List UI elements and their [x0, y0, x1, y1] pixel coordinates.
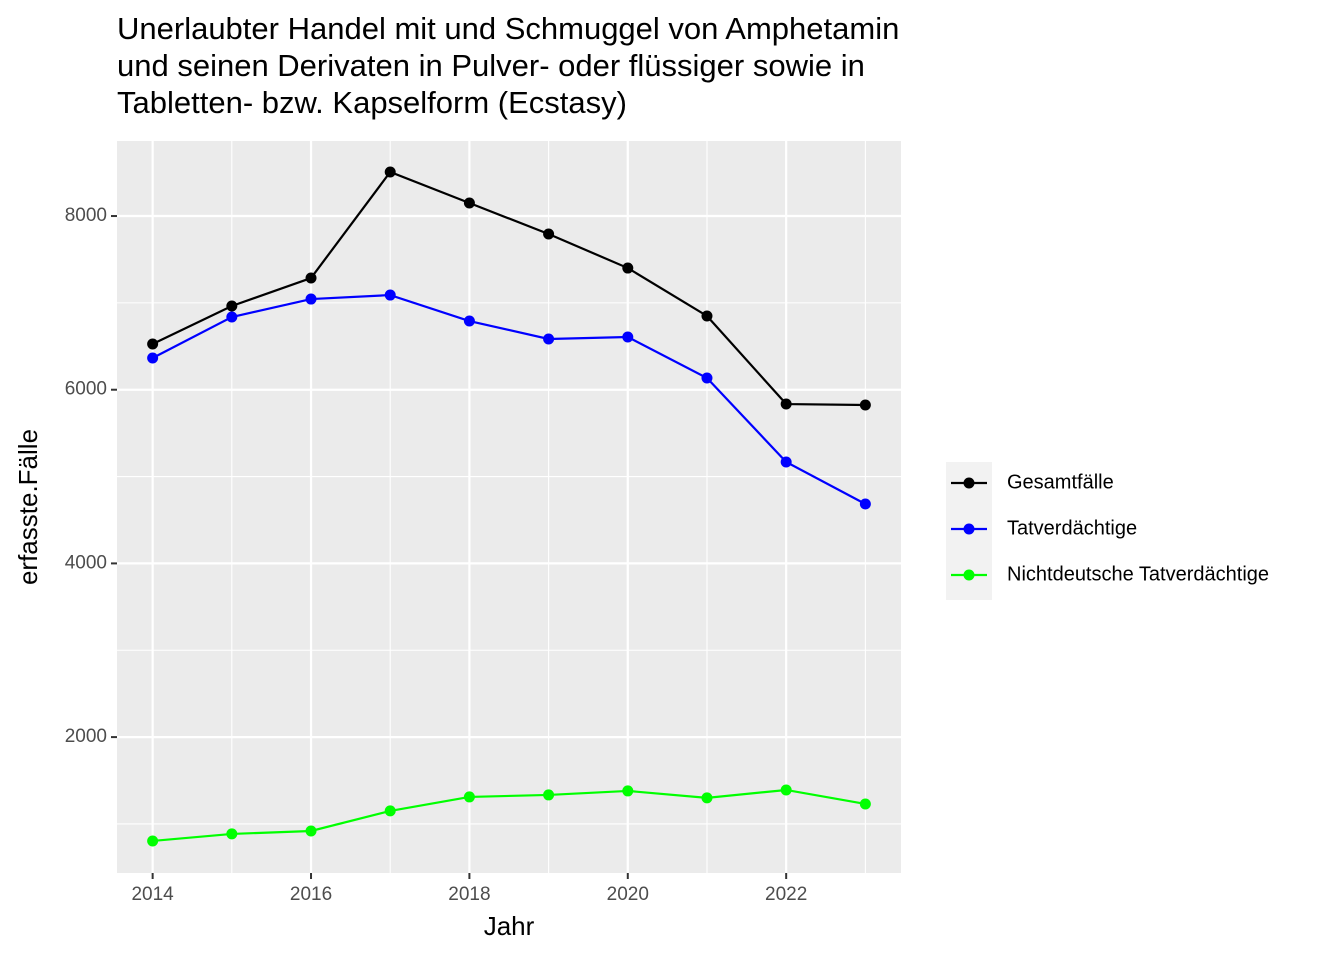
point: [147, 352, 159, 364]
point: [384, 289, 396, 301]
x-tick-label: 2020: [607, 884, 649, 905]
point: [463, 315, 475, 327]
point: [226, 828, 238, 840]
legend-label: Nichtdeutsche Tatverdächtige: [1007, 563, 1269, 585]
x-tick-label: 2018: [448, 884, 490, 905]
y-tick-label: 8000: [65, 205, 107, 226]
point: [226, 300, 238, 312]
point: [463, 791, 475, 803]
y-axis-label: erfasste.Fälle: [13, 429, 43, 585]
point: [701, 310, 713, 322]
x-tick-label: 2014: [131, 884, 174, 905]
point: [226, 311, 238, 323]
line: [152, 788, 866, 843]
y-tick-label: 2000: [65, 726, 107, 747]
chart-title: Unerlaubter Handel mit und Schmuggel von…: [117, 11, 900, 120]
legend-key-point: [963, 569, 975, 581]
legend-key-point: [963, 477, 975, 489]
point: [780, 456, 792, 468]
point: [543, 333, 555, 345]
point: [701, 792, 713, 804]
point: [305, 272, 317, 284]
x-axis-label: Jahr: [484, 911, 535, 941]
point: [622, 331, 634, 343]
point: [384, 166, 396, 178]
point: [147, 338, 159, 350]
point: [305, 293, 317, 305]
point: [701, 372, 713, 384]
line: [152, 170, 866, 407]
point: [622, 785, 634, 797]
point: [780, 398, 792, 410]
point: [463, 197, 475, 209]
point: [543, 789, 555, 801]
legend-label: Tatverdächtige: [1007, 517, 1137, 539]
point: [305, 825, 317, 837]
x-tick-label: 2016: [290, 884, 332, 905]
plot-background: [117, 141, 901, 873]
point: [859, 798, 871, 810]
legend-key-point: [963, 523, 975, 535]
point: [780, 784, 792, 796]
point: [859, 399, 871, 411]
point: [859, 498, 871, 510]
line: [152, 293, 866, 505]
y-tick-label: 6000: [65, 379, 107, 400]
y-tick-label: 4000: [65, 552, 107, 573]
point: [543, 228, 555, 240]
point: [147, 835, 159, 847]
x-tick-label: 2022: [765, 884, 807, 905]
legend-label: Gesamtfälle: [1007, 471, 1114, 493]
point: [622, 262, 634, 274]
point: [384, 805, 396, 817]
